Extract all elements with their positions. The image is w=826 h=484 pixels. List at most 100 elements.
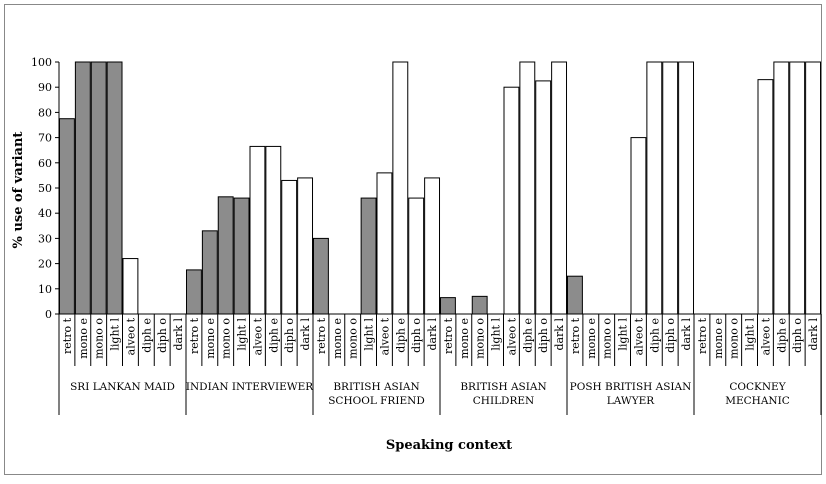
category-label: mono o bbox=[93, 318, 106, 359]
category-label: light l bbox=[363, 318, 376, 351]
category-label: diph o bbox=[664, 318, 677, 353]
category-label: alveo t bbox=[505, 317, 518, 355]
bar-2-mono-o bbox=[217, 196, 234, 315]
y-tick-label: 70 bbox=[38, 132, 52, 145]
category-label: diph o bbox=[156, 318, 169, 353]
y-tick-label: 10 bbox=[38, 283, 52, 296]
bar-5-retro-t bbox=[567, 275, 583, 315]
bars-layer bbox=[59, 61, 822, 315]
bar-4-alveo-t bbox=[503, 86, 520, 315]
category-label: diph e bbox=[521, 318, 534, 353]
group-label: POSH BRITISH ASIAN bbox=[570, 381, 692, 393]
y-tick-label: 90 bbox=[38, 81, 52, 94]
category-label: light l bbox=[744, 318, 757, 351]
group-label: BRITISH ASIAN bbox=[460, 381, 546, 393]
category-label: dark l bbox=[680, 318, 693, 351]
bar-2-dark-l bbox=[297, 177, 314, 315]
y-tick-label: 100 bbox=[31, 56, 52, 69]
category-label: alveo t bbox=[378, 317, 391, 355]
bar-4-mono-o bbox=[471, 295, 488, 315]
bar-5-dark-l bbox=[678, 61, 695, 315]
bar-6-alveo-t bbox=[757, 79, 774, 315]
y-tick-label: 80 bbox=[38, 106, 52, 119]
axes-layer bbox=[55, 61, 822, 415]
bar-2-diph-e bbox=[265, 145, 282, 315]
category-label: retro t bbox=[315, 317, 328, 354]
category-label: alveo t bbox=[124, 317, 137, 355]
category-label: dark l bbox=[426, 318, 439, 351]
category-label: diph o bbox=[791, 318, 804, 353]
category-label: mono e bbox=[204, 318, 217, 359]
category-label: mono e bbox=[712, 318, 725, 359]
category-label: alveo t bbox=[251, 317, 264, 355]
group-label: CHILDREN bbox=[473, 395, 535, 407]
group-label: BRITISH ASIAN bbox=[333, 381, 419, 393]
group-label: LAWYER bbox=[607, 395, 656, 407]
bar-1-mono-e bbox=[74, 61, 91, 315]
category-label: diph o bbox=[283, 318, 296, 353]
group-label: MECHANIC bbox=[725, 395, 790, 407]
y-tick-label: 60 bbox=[38, 157, 52, 170]
bar-2-retro-t bbox=[186, 269, 202, 315]
category-label: dark l bbox=[172, 318, 185, 351]
bar-3-dark-l bbox=[424, 177, 441, 315]
category-label: diph e bbox=[394, 318, 407, 353]
group-label: SCHOOL FRIEND bbox=[328, 395, 425, 407]
bar-3-retro-t bbox=[313, 237, 329, 315]
bar-3-diph-e bbox=[392, 61, 409, 315]
bar-5-alveo-t bbox=[630, 137, 647, 315]
bar-3-alveo-t bbox=[376, 172, 393, 315]
category-label: alveo t bbox=[632, 317, 645, 355]
category-label: retro t bbox=[442, 317, 455, 354]
bar-4-retro-t bbox=[440, 297, 456, 315]
bar-2-alveo-t bbox=[249, 145, 266, 315]
category-label: dark l bbox=[299, 318, 312, 351]
category-label: mono o bbox=[601, 318, 614, 359]
category-label: diph o bbox=[537, 318, 550, 353]
x-axis-title: Speaking context bbox=[386, 438, 512, 453]
bar-4-diph-o bbox=[535, 80, 552, 315]
bar-1-alveo-t bbox=[122, 258, 139, 315]
bar-4-dark-l bbox=[551, 61, 568, 315]
category-label: dark l bbox=[553, 318, 566, 351]
group-label: INDIAN INTERVIEWER bbox=[186, 381, 314, 393]
category-label: retro t bbox=[696, 317, 709, 354]
bar-3-diph-o bbox=[408, 197, 425, 315]
category-label: diph o bbox=[410, 318, 423, 353]
bar-2-light-l bbox=[233, 197, 250, 315]
category-label: mono e bbox=[585, 318, 598, 359]
category-label: alveo t bbox=[759, 317, 772, 355]
category-label: diph e bbox=[648, 318, 661, 353]
category-label: dark l bbox=[807, 318, 820, 351]
category-label: light l bbox=[490, 318, 503, 351]
category-label: light l bbox=[617, 318, 630, 351]
chart-border bbox=[4, 4, 822, 475]
y-tick-label: 20 bbox=[38, 258, 52, 271]
bar-5-diph-o bbox=[662, 61, 679, 315]
category-label: retro t bbox=[61, 317, 74, 354]
category-label: diph e bbox=[775, 318, 788, 353]
y-tick-label: 0 bbox=[45, 308, 52, 321]
category-label: mono e bbox=[458, 318, 471, 359]
category-label: light l bbox=[109, 318, 122, 351]
category-label: retro t bbox=[569, 317, 582, 354]
category-label: mono o bbox=[728, 318, 741, 359]
category-label: light l bbox=[236, 318, 249, 351]
bar-5-diph-e bbox=[646, 61, 663, 315]
category-label: mono e bbox=[77, 318, 90, 359]
category-label: mono o bbox=[347, 318, 360, 359]
y-axis-title: % use of variant bbox=[11, 132, 26, 249]
category-label: mono e bbox=[331, 318, 344, 359]
bar-6-diph-e bbox=[773, 61, 790, 315]
bar-6-diph-o bbox=[789, 61, 806, 315]
group-label: SRI LANKAN MAID bbox=[70, 381, 175, 393]
category-label: diph e bbox=[140, 318, 153, 353]
bar-6-dark-l bbox=[805, 61, 822, 315]
y-tick-label: 30 bbox=[38, 232, 52, 245]
y-tick-label: 40 bbox=[38, 207, 52, 220]
category-label: mono o bbox=[474, 318, 487, 359]
bar-1-light-l bbox=[106, 61, 123, 315]
category-label: diph e bbox=[267, 318, 280, 353]
